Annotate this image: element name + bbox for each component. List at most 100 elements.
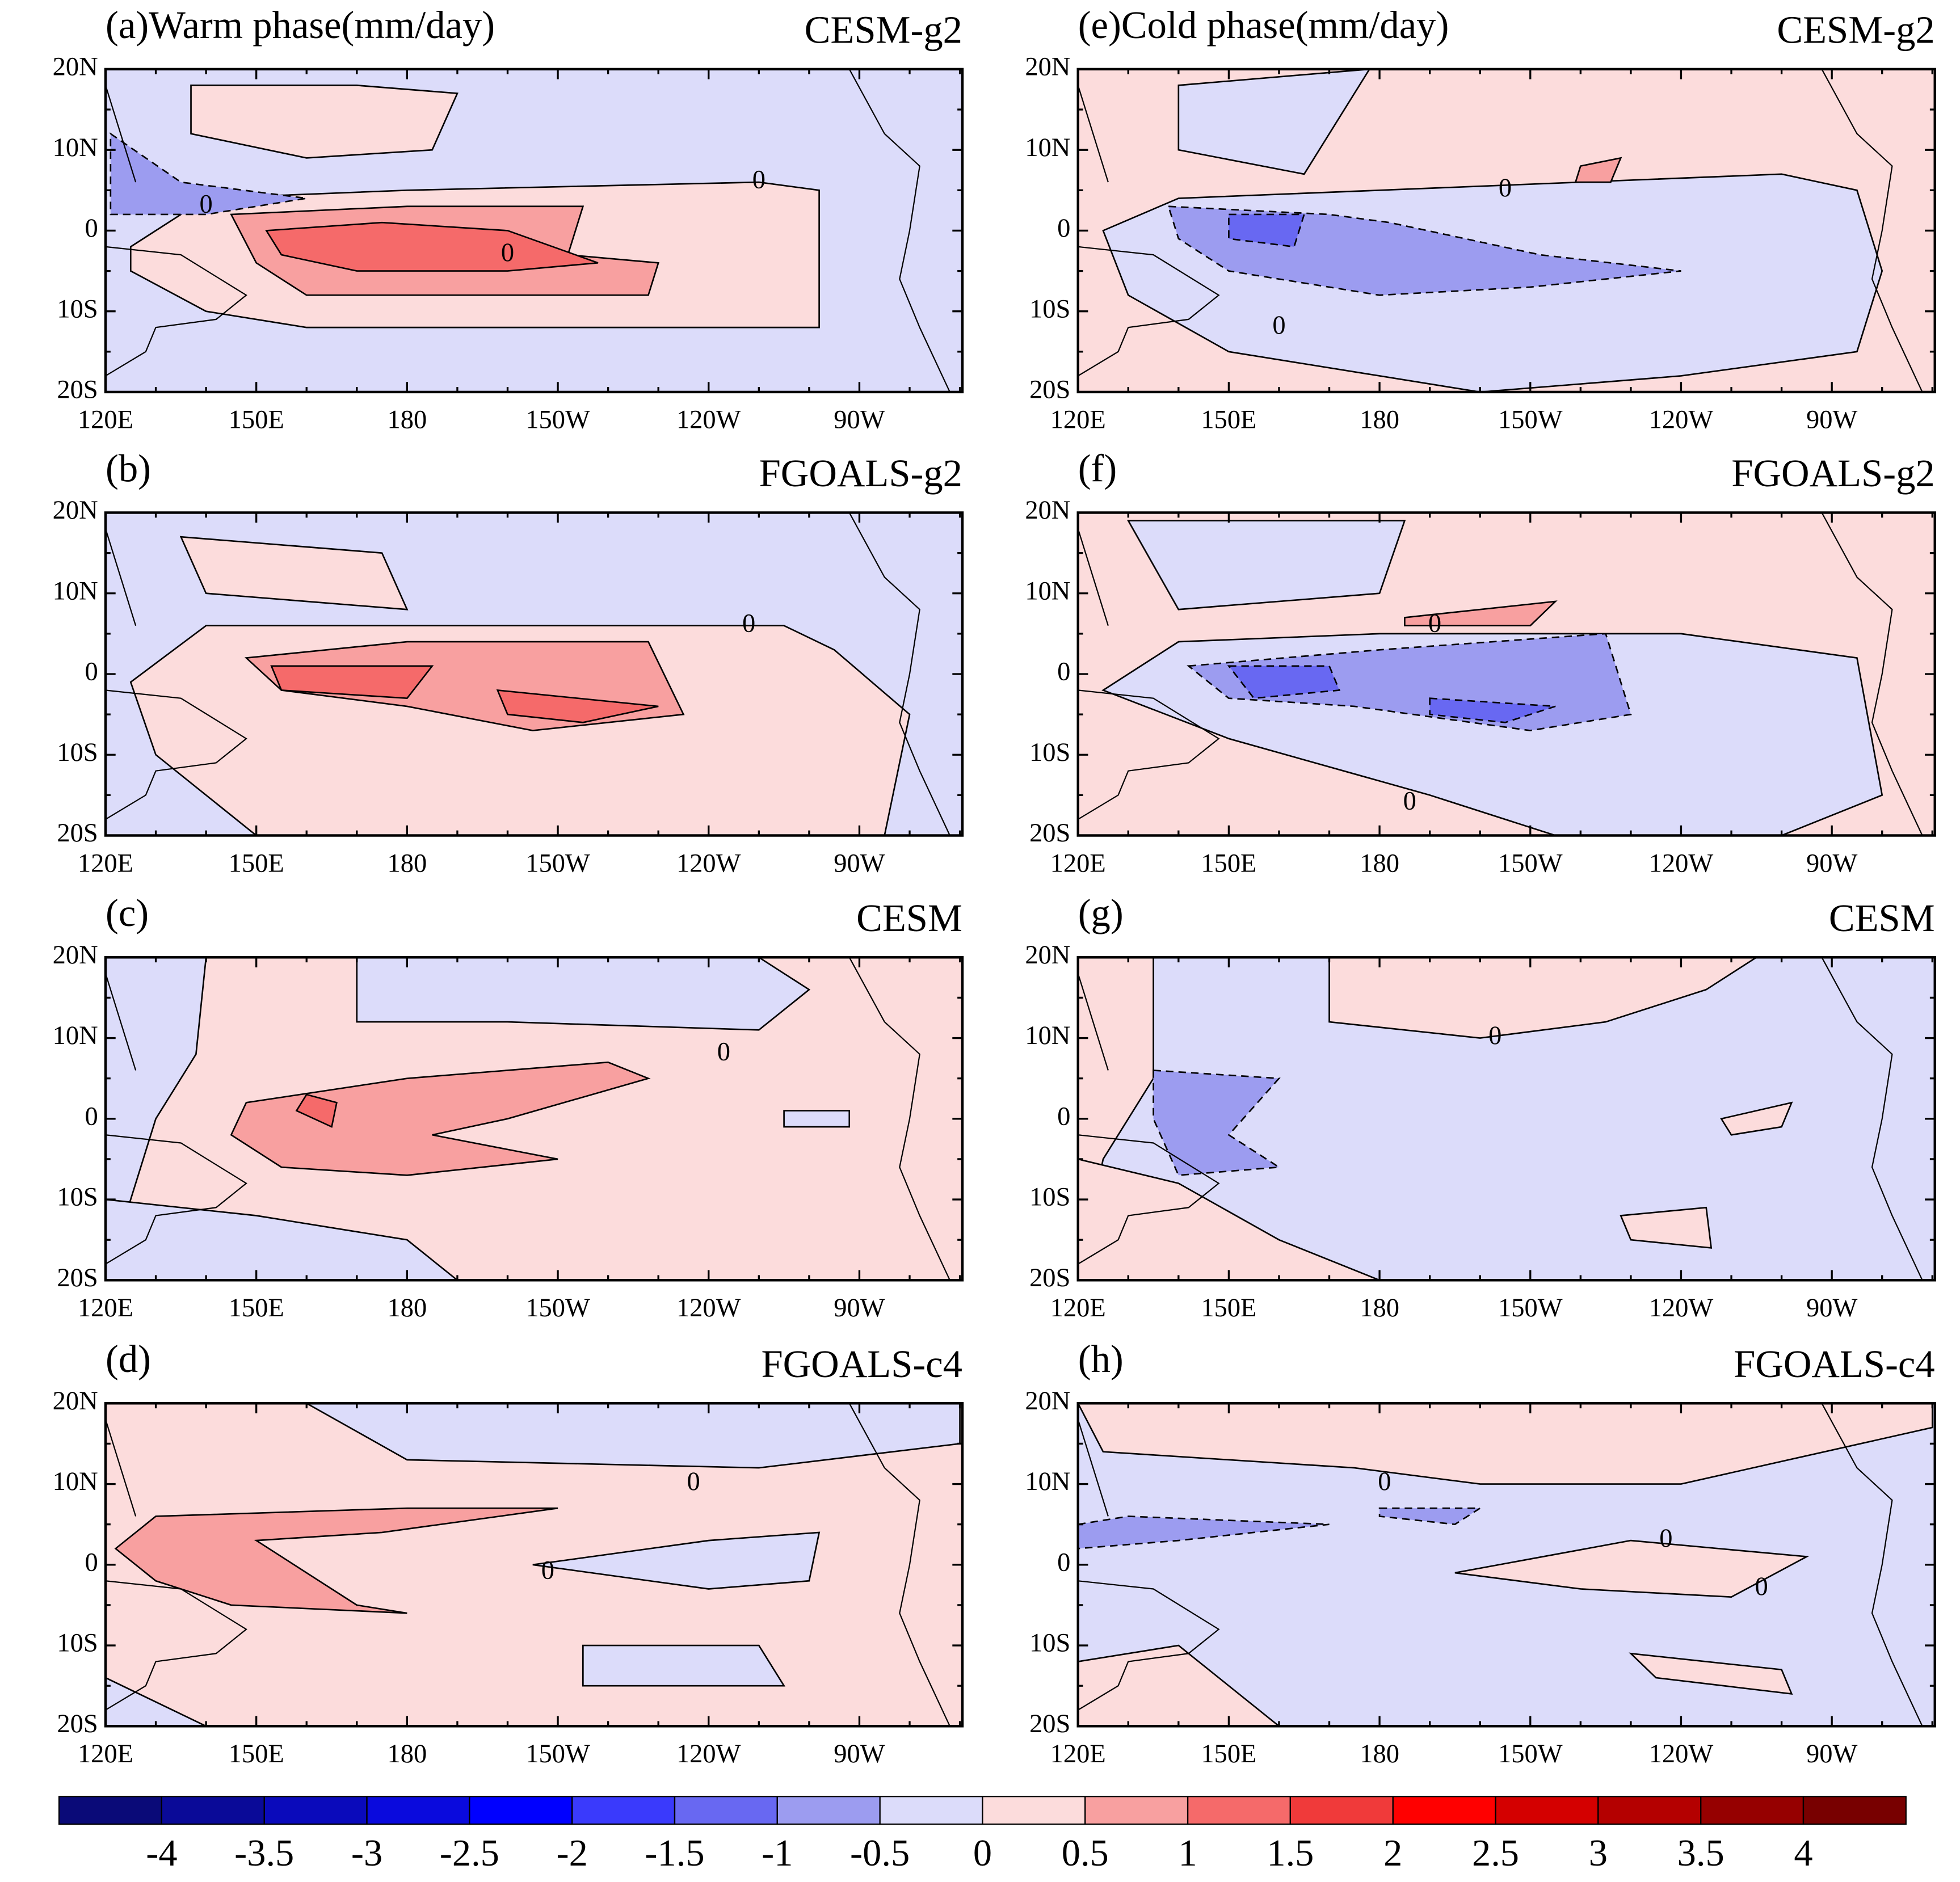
y-tick-label: 0 (85, 1548, 98, 1577)
x-tick-label: 120W (1649, 406, 1714, 435)
coastline (105, 1419, 247, 1711)
colorbar-box (982, 1796, 1086, 1825)
x-tick-label: 90W (834, 1294, 885, 1323)
panel-label: (f) (1078, 447, 1117, 490)
contour-label: 0 (1488, 1021, 1501, 1050)
contour-region (1177, 69, 1370, 175)
coastline (1821, 1403, 1923, 1727)
y-tick-label: 10N (53, 1021, 98, 1050)
panel-model: CESM (1829, 896, 1935, 940)
x-tick-label: 90W (1806, 1740, 1857, 1769)
contour-region (1078, 1515, 1330, 1550)
x-tick-label: 120W (676, 1294, 741, 1323)
contour-region (1378, 1507, 1483, 1526)
colorbar-box (1495, 1796, 1599, 1825)
y-tick-label: 20S (1029, 1710, 1070, 1738)
x-tick-label: 150E (229, 1740, 284, 1769)
panel-label: (h) (1078, 1337, 1124, 1380)
y-tick-label: 10N (53, 1467, 98, 1496)
colorbar-box (1392, 1796, 1496, 1825)
colorbar-label: 3.5 (1677, 1833, 1725, 1874)
map: 0 (1078, 957, 1935, 1281)
colorbar-label: -2 (556, 1833, 587, 1874)
contour-region (1620, 1206, 1713, 1249)
panel-label: (b) (106, 447, 151, 490)
x-tick-label: 150E (1201, 406, 1256, 435)
contour-label: 0 (501, 238, 514, 267)
colorbar-label: -1.5 (645, 1833, 704, 1874)
y-tick-label: 10N (1025, 576, 1070, 605)
panel-model: CESM-g2 (805, 9, 962, 52)
contour-label: 0 (687, 1467, 700, 1496)
colorbar-label: 2.5 (1472, 1833, 1519, 1874)
y-tick-label: 0 (1057, 1548, 1070, 1577)
y-tick-label: 20S (57, 1264, 98, 1292)
contour-region (532, 1531, 821, 1590)
colorbar-box (366, 1796, 470, 1825)
y-tick-label: 10N (1025, 1021, 1070, 1050)
colorbar-box (1084, 1796, 1189, 1825)
y-tick-label: 20S (1029, 376, 1070, 405)
panel-label: (e)Cold phase(mm/day) (1078, 3, 1449, 47)
colorbar-box (776, 1796, 881, 1825)
x-tick-label: 120E (78, 849, 133, 878)
y-tick-label: 20N (53, 941, 98, 970)
x-tick-label: 180 (1360, 406, 1399, 435)
y-tick-label: 0 (1057, 214, 1070, 243)
x-tick-label: 120E (78, 1294, 133, 1323)
y-tick-label: 0 (85, 214, 98, 243)
y-tick-label: 20N (1025, 941, 1070, 970)
contour-region (1404, 600, 1558, 626)
coastline (105, 973, 247, 1265)
x-tick-label: 120E (1050, 1740, 1106, 1769)
panel-model: FGOALS-g2 (1731, 452, 1934, 495)
y-tick-label: 20S (57, 376, 98, 405)
colorbar-label: -0.5 (850, 1833, 910, 1874)
x-tick-label: 90W (834, 406, 885, 435)
contour-label: 0 (1499, 174, 1512, 203)
x-tick-label: 150W (1498, 1740, 1563, 1769)
x-tick-label: 120W (676, 1740, 741, 1769)
colorbar-box (571, 1796, 676, 1825)
contour-label: 0 (199, 190, 212, 218)
x-tick-label: 150W (1498, 1294, 1563, 1323)
contour-region (1328, 957, 1758, 1039)
y-tick-label: 20S (57, 819, 98, 848)
contour-region (114, 1507, 558, 1614)
colorbar-label: 2 (1383, 1833, 1402, 1874)
contour-label: 0 (541, 1556, 554, 1585)
map: 0 0 0 (105, 69, 963, 392)
x-tick-label: 120E (78, 1740, 133, 1769)
x-tick-label: 150E (229, 1294, 284, 1323)
panel-label: (d) (106, 1337, 151, 1380)
colorbar-box (1700, 1796, 1805, 1825)
x-tick-label: 90W (834, 849, 885, 878)
contour-region (105, 1677, 207, 1727)
contour-region (582, 1644, 785, 1687)
contour-region (356, 957, 811, 1031)
contour-label: 0 (742, 609, 755, 638)
coastline (1078, 85, 1220, 377)
colorbar-box (469, 1796, 573, 1825)
y-tick-label: 20N (53, 496, 98, 525)
x-tick-label: 120W (1649, 1294, 1714, 1323)
contour-region (1078, 957, 1154, 1281)
contour-label: 0 (1428, 609, 1441, 638)
contour-label: 0 (1378, 1467, 1391, 1496)
x-tick-label: 180 (388, 849, 427, 878)
contour-region (1629, 1652, 1793, 1695)
y-tick-label: 10S (1029, 1183, 1070, 1212)
x-tick-label: 150W (525, 1740, 590, 1769)
panel-model: FGOALS-c4 (761, 1342, 962, 1386)
x-tick-label: 90W (1806, 1294, 1857, 1323)
contour-region (190, 85, 459, 159)
contour-region (1126, 520, 1406, 611)
contour-label: 0 (1272, 311, 1285, 340)
x-tick-label: 150E (1201, 849, 1256, 878)
colorbar-label: -3 (351, 1833, 382, 1874)
y-tick-label: 20S (1029, 819, 1070, 848)
colorbar-box (1802, 1796, 1907, 1825)
y-tick-label: 10S (57, 294, 98, 323)
coastline (1821, 512, 1923, 836)
